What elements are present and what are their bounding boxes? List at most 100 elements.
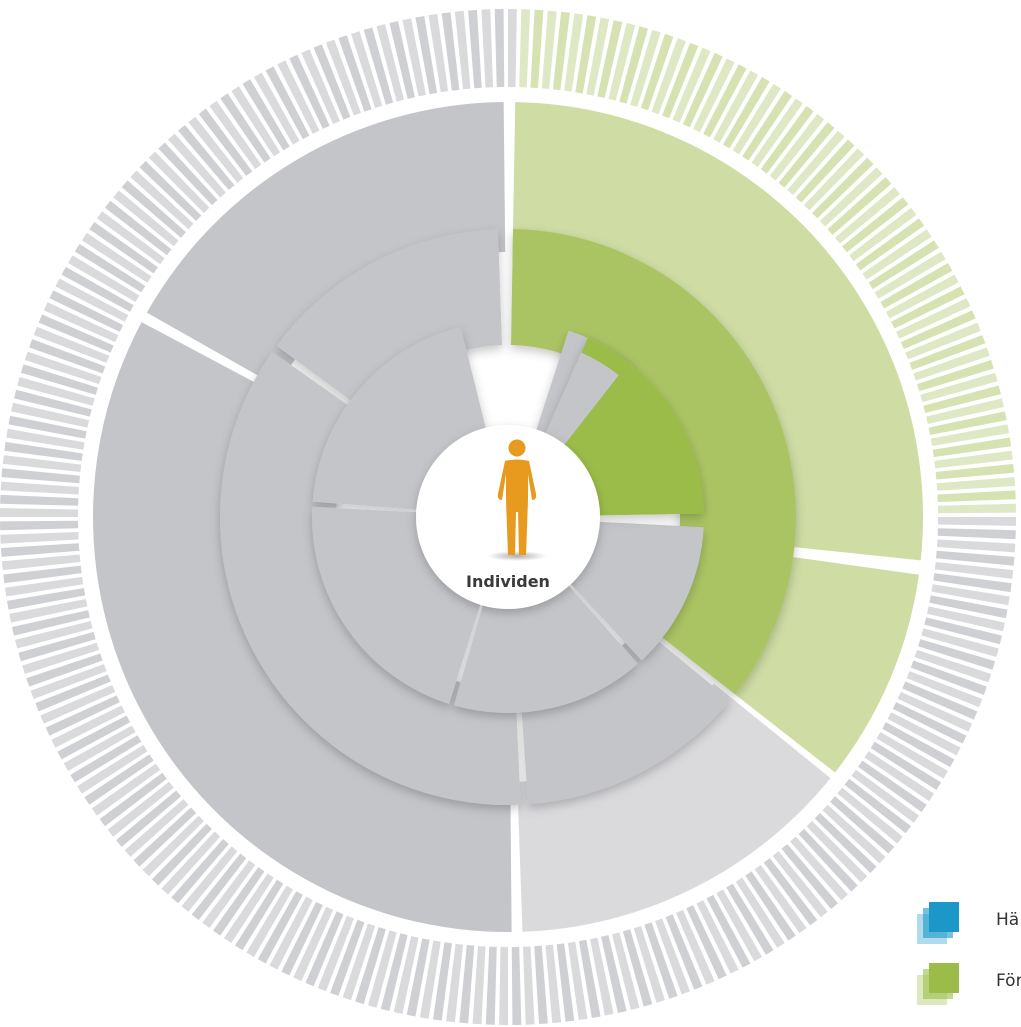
tick-mark xyxy=(885,274,959,319)
tick-mark xyxy=(43,302,119,343)
tick-mark xyxy=(601,935,627,1013)
tick-mark xyxy=(1,554,81,571)
tick-mark xyxy=(494,9,505,88)
tick-mark xyxy=(0,532,79,544)
segment-gray xyxy=(312,506,481,704)
tick-mark xyxy=(929,595,1008,619)
tick-mark xyxy=(612,932,640,1010)
tick-mark xyxy=(803,148,865,211)
tick-mark xyxy=(936,550,1015,566)
tick-mark xyxy=(769,113,825,181)
tick-mark xyxy=(519,9,531,88)
tick-mark xyxy=(778,122,835,188)
tick-mark xyxy=(313,44,351,120)
tick-mark xyxy=(342,923,376,1001)
tick-mark xyxy=(590,937,614,1016)
tick-mark xyxy=(511,946,522,1025)
tick-mark xyxy=(277,60,320,134)
tick-mark xyxy=(74,244,146,293)
tick-mark xyxy=(732,83,781,155)
tick-mark xyxy=(914,649,992,683)
tick-mark xyxy=(9,599,88,623)
tick-mark xyxy=(81,232,152,283)
segment-gray xyxy=(312,326,486,510)
tick-mark xyxy=(806,821,868,883)
tick-mark xyxy=(428,13,449,93)
tick-mark xyxy=(40,685,116,724)
tick-mark xyxy=(655,918,691,995)
tick-mark xyxy=(198,108,253,176)
tick-mark xyxy=(130,170,194,230)
tick-mark xyxy=(575,15,597,94)
tick-mark xyxy=(402,18,426,97)
tick-mark xyxy=(874,251,946,299)
tick-mark xyxy=(523,946,535,1025)
tick-mark xyxy=(870,741,942,790)
tick-mark xyxy=(293,906,334,982)
tick-mark xyxy=(790,836,848,901)
tick-mark xyxy=(882,722,955,768)
tick-mark xyxy=(8,415,87,439)
tick-mark xyxy=(937,528,1016,540)
tick-mark xyxy=(231,86,281,157)
tick-mark xyxy=(242,79,290,151)
tick-mark xyxy=(842,197,909,253)
tick-mark xyxy=(158,142,218,206)
tick-mark xyxy=(472,945,486,1025)
tick-mark xyxy=(887,712,961,756)
tick-mark xyxy=(897,691,973,732)
tick-mark xyxy=(325,39,361,116)
tick-mark xyxy=(891,286,965,329)
tick-mark xyxy=(760,106,814,174)
tick-mark xyxy=(35,674,111,712)
tick-mark xyxy=(121,180,186,238)
tick-mark xyxy=(578,939,601,1019)
tick-mark xyxy=(745,871,796,941)
tick-mark xyxy=(139,160,202,222)
tick-mark xyxy=(113,190,179,247)
tick-mark xyxy=(834,187,900,244)
tick-mark xyxy=(916,360,994,392)
tick-mark xyxy=(20,364,98,395)
tick-mark xyxy=(202,860,256,928)
tick-mark xyxy=(814,812,877,874)
tick-mark xyxy=(0,494,79,506)
tick-mark xyxy=(933,573,1012,593)
tick-mark xyxy=(29,339,106,374)
tick-mark xyxy=(142,815,204,877)
tick-mark xyxy=(367,930,397,1008)
tick-mark xyxy=(4,576,84,597)
tick-mark xyxy=(622,929,653,1007)
tick-mark xyxy=(937,490,1016,502)
segment-gray xyxy=(545,352,619,445)
tick-mark xyxy=(812,157,874,219)
tick-mark xyxy=(104,200,172,256)
tick-mark xyxy=(24,351,102,385)
person-icon xyxy=(487,439,547,561)
segment-gray xyxy=(519,626,731,805)
tick-mark xyxy=(934,450,1013,469)
tick-mark xyxy=(735,877,785,948)
tick-mark xyxy=(924,617,1002,645)
tick-mark xyxy=(849,207,917,262)
tick-mark xyxy=(862,229,932,280)
tick-mark xyxy=(858,760,927,812)
tick-mark xyxy=(930,424,1010,447)
tick-mark xyxy=(0,508,79,517)
tick-mark xyxy=(91,763,161,816)
tick-mark xyxy=(254,72,300,145)
tick-mark xyxy=(530,9,544,89)
tick-mark xyxy=(918,639,996,670)
tick-mark xyxy=(864,751,935,802)
tick-mark xyxy=(672,47,711,123)
tick-mark xyxy=(3,565,82,584)
tick-mark xyxy=(508,9,517,88)
tick-mark xyxy=(932,437,1012,458)
tick-mark xyxy=(393,935,419,1014)
tick-mark xyxy=(432,942,452,1021)
tick-mark xyxy=(89,222,158,274)
tick-mark xyxy=(934,561,1014,579)
tick-mark xyxy=(913,347,990,381)
tick-mark xyxy=(556,943,575,1022)
